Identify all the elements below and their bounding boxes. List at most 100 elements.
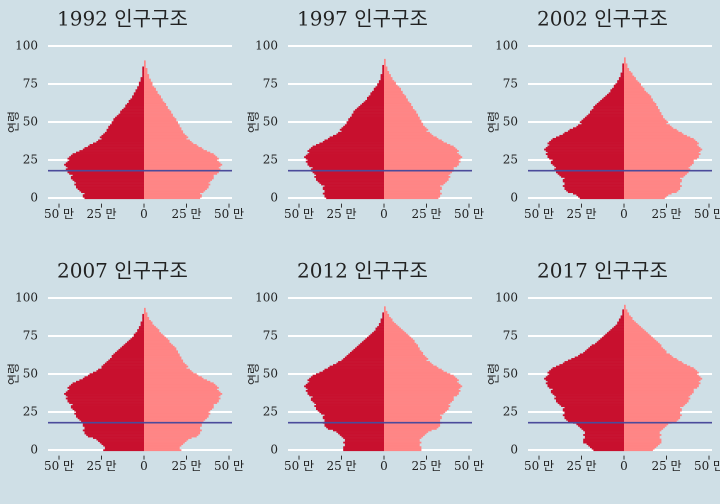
bar — [144, 60, 146, 63]
bar — [547, 380, 624, 383]
bar — [322, 370, 384, 373]
bar — [355, 109, 384, 111]
bar — [130, 338, 144, 341]
bar — [624, 329, 645, 331]
bar — [76, 182, 144, 184]
bar — [624, 354, 672, 357]
bar — [384, 163, 459, 166]
bar — [144, 321, 153, 324]
bar — [384, 380, 458, 383]
bar — [144, 128, 182, 131]
bar — [573, 127, 624, 130]
bar — [384, 327, 401, 330]
bar — [138, 327, 144, 330]
bar — [307, 391, 384, 394]
bar — [319, 371, 384, 374]
bar — [556, 396, 624, 398]
bar — [384, 332, 407, 334]
bar — [144, 175, 214, 178]
bar — [384, 312, 388, 315]
bar — [612, 327, 624, 330]
bar — [624, 182, 681, 184]
bar — [624, 75, 635, 78]
bar — [382, 68, 384, 70]
bar — [144, 336, 167, 339]
bar — [552, 388, 624, 391]
bar — [624, 125, 672, 128]
bar — [144, 377, 204, 380]
bar — [384, 444, 420, 447]
bar — [144, 318, 150, 321]
bar — [624, 380, 699, 383]
bar — [144, 420, 204, 423]
x-tick-label: 25 만 — [411, 207, 441, 221]
bar — [559, 364, 624, 366]
bar — [144, 99, 163, 102]
bar — [610, 329, 624, 331]
bar — [624, 394, 691, 397]
bar — [312, 171, 384, 174]
bar — [624, 66, 628, 69]
bar — [624, 166, 689, 169]
bar — [593, 107, 624, 110]
bar — [309, 165, 384, 168]
bar — [624, 68, 630, 70]
bar — [624, 338, 655, 341]
bar — [624, 385, 699, 388]
bar — [144, 414, 209, 417]
bar — [103, 364, 144, 366]
bar — [624, 348, 665, 351]
bar — [624, 391, 694, 394]
bar — [144, 189, 206, 192]
bar — [372, 90, 384, 93]
bar — [562, 414, 624, 417]
bar — [144, 362, 185, 365]
bar — [556, 166, 624, 169]
bar — [554, 397, 624, 400]
bar — [624, 414, 682, 417]
bar — [384, 376, 456, 379]
bar — [144, 109, 170, 111]
bar — [547, 156, 624, 159]
bar — [144, 81, 153, 84]
bar — [99, 136, 144, 139]
bar — [338, 131, 384, 134]
bar — [144, 63, 146, 66]
bar — [65, 162, 144, 165]
x-tick-label: 50 만 — [454, 207, 484, 221]
bar — [111, 356, 144, 359]
bar — [624, 310, 628, 313]
bar — [333, 364, 384, 366]
bar — [384, 437, 422, 439]
bar — [144, 95, 161, 98]
bar — [384, 434, 425, 436]
bar — [327, 367, 384, 369]
bar — [96, 370, 144, 373]
bar — [64, 393, 144, 395]
bar — [624, 98, 653, 101]
bar — [583, 118, 624, 121]
bar — [624, 347, 664, 350]
bar — [384, 449, 422, 452]
bar — [624, 115, 664, 117]
bar — [130, 98, 144, 101]
bar — [562, 133, 624, 136]
bar — [384, 326, 400, 328]
bar — [312, 145, 384, 148]
bar — [377, 326, 384, 328]
bar — [384, 90, 403, 93]
bar — [545, 382, 624, 385]
bar — [81, 420, 144, 423]
bar — [144, 408, 212, 411]
bar — [87, 145, 144, 148]
bar — [545, 376, 624, 379]
bar — [360, 104, 384, 107]
bar — [144, 168, 221, 171]
bar — [624, 403, 686, 406]
bar — [584, 437, 624, 439]
chart-title: 2017 인구구조 — [537, 259, 668, 283]
bar — [351, 115, 384, 117]
bar — [144, 166, 219, 169]
bar — [144, 86, 155, 89]
bar — [353, 112, 384, 114]
